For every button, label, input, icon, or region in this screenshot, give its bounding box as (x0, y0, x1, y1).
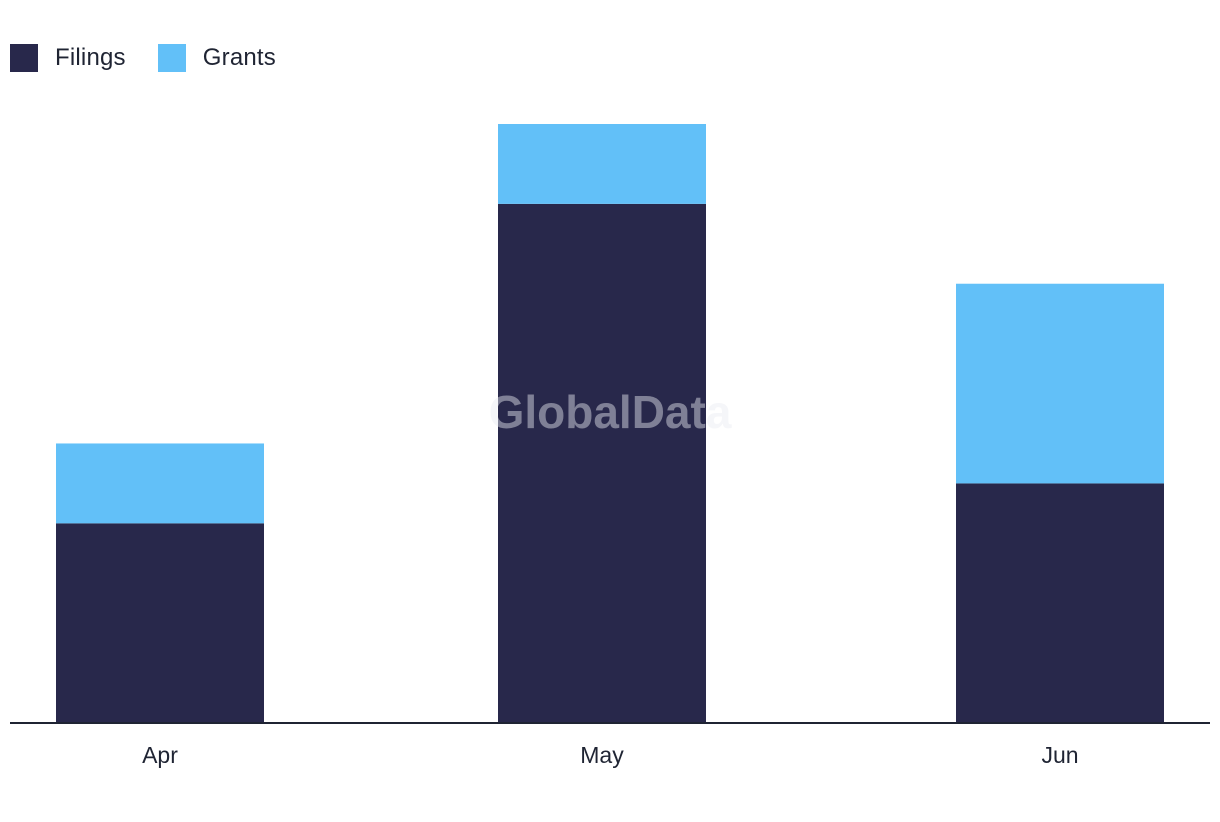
legend-swatch-grants (157, 44, 186, 72)
x-tick-label-jun: Jun (1041, 742, 1078, 768)
legend: Filings Grants (10, 44, 308, 72)
bar-filings-jun (956, 483, 1164, 723)
x-tick-labels: Apr May Jun (142, 742, 1078, 768)
legend-label-grants: Grants (202, 44, 276, 71)
bars-group (56, 124, 1164, 723)
bar-grants-apr (56, 443, 264, 524)
bar-grants-may (498, 124, 706, 204)
legend-swatch-filings (10, 44, 38, 72)
watermark-text: GlobalData (489, 386, 732, 438)
x-tick-label-apr: Apr (142, 742, 178, 768)
x-tick-label-may: May (580, 742, 624, 768)
legend-label-filings: Filings (55, 44, 126, 71)
legend-item-filings: Filings (10, 44, 126, 72)
bar-grants-jun (956, 283, 1164, 484)
bar-filings-apr (56, 523, 264, 723)
bar-filings-may (498, 203, 706, 723)
legend-item-grants: Grants (157, 44, 276, 72)
